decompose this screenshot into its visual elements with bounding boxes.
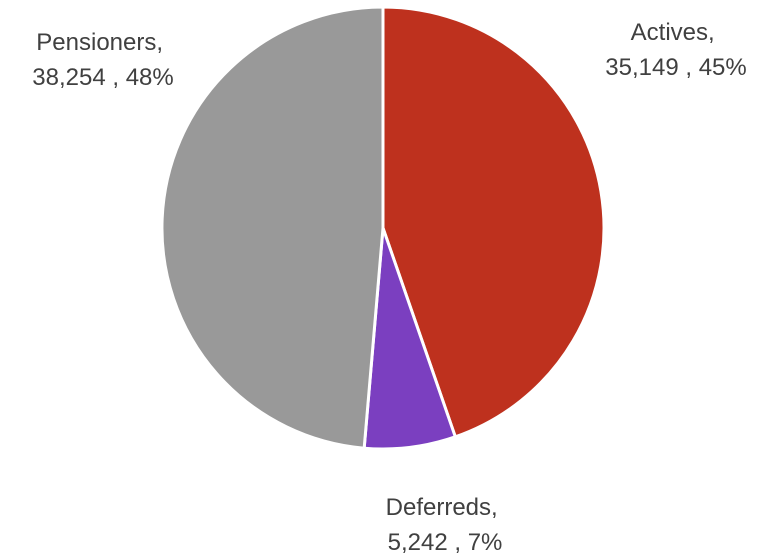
data-label-actives: Actives, 35,149 , 45% bbox=[605, 19, 746, 81]
data-label-pensioners: Pensioners, 38,254 , 48% bbox=[32, 29, 173, 91]
data-label-deferreds: Deferreds, 5,242 , 7% bbox=[386, 494, 505, 556]
pie-slices bbox=[160, 5, 606, 451]
pie-slice-actives bbox=[381, 5, 606, 439]
pie-slice-pensioners bbox=[160, 5, 385, 450]
